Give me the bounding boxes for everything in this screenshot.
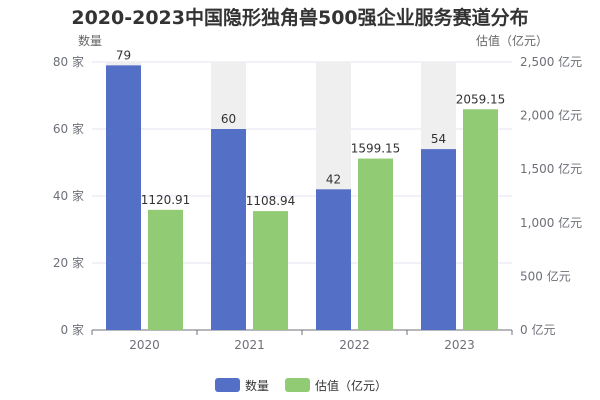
right-tick-label: 2,000 亿元 <box>520 108 582 123</box>
x-tick-label: 2022 <box>339 338 370 352</box>
data-label: 42 <box>326 172 341 186</box>
right-axis-name: 估值（亿元） <box>476 33 548 48</box>
left-tick-label: 80 家 <box>53 54 84 69</box>
right-tick-label: 1,500 亿元 <box>520 161 582 176</box>
bar-valuation-2021[interactable] <box>253 211 288 330</box>
bar-count-2020[interactable] <box>106 65 141 330</box>
bar-count-2022[interactable] <box>316 189 351 330</box>
x-tick-label: 2021 <box>234 338 265 352</box>
bar-valuation-2022[interactable] <box>358 158 393 330</box>
right-tick-label: 2,500 亿元 <box>520 54 582 69</box>
right-tick-label: 0 亿元 <box>520 322 555 337</box>
bar-count-2021[interactable] <box>211 129 246 330</box>
data-label: 1120.91 <box>141 193 191 207</box>
data-label: 1599.15 <box>351 142 401 156</box>
legend-swatch[interactable] <box>285 378 310 392</box>
bar-valuation-2020[interactable] <box>148 209 183 330</box>
x-tick-label: 2020 <box>129 338 160 352</box>
left-tick-label: 60 家 <box>53 121 84 136</box>
left-axis-name: 数量 <box>78 33 102 48</box>
left-tick-label: 40 家 <box>53 188 84 203</box>
left-tick-label: 0 家 <box>61 322 84 337</box>
right-tick-label: 500 亿元 <box>520 268 571 283</box>
data-label: 60 <box>221 112 236 126</box>
chart-title: 2020-2023中国隐形独角兽500强企业服务赛道分布 <box>71 6 528 29</box>
legend-label[interactable]: 数量 <box>245 378 269 393</box>
data-label: 79 <box>116 48 131 62</box>
left-tick-label: 20 家 <box>53 255 84 270</box>
data-label: 1108.94 <box>246 194 296 208</box>
right-tick-label: 1,000 亿元 <box>520 215 582 230</box>
data-label: 2059.15 <box>456 92 506 106</box>
bar-valuation-2023[interactable] <box>463 109 498 330</box>
x-tick-label: 2023 <box>444 338 475 352</box>
legend-swatch[interactable] <box>215 378 240 392</box>
data-label: 54 <box>431 132 446 146</box>
legend-label[interactable]: 估值（亿元） <box>315 378 387 393</box>
bar-count-2023[interactable] <box>421 149 456 330</box>
